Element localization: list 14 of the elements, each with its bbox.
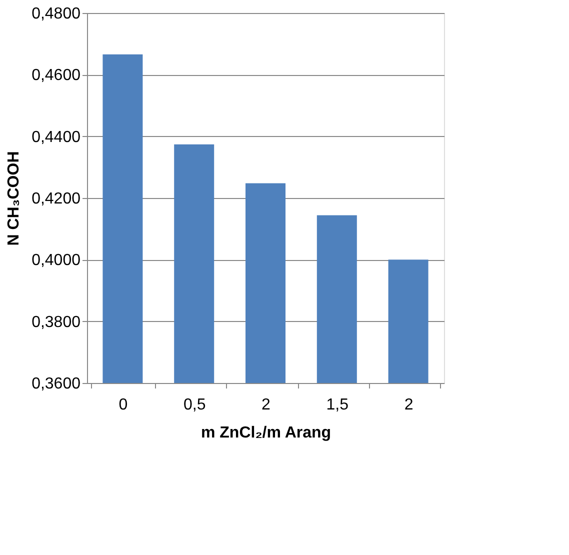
x-tick-label: 1,5 [326,396,349,414]
y-tick-label: 0,3800 [32,314,81,331]
x-tick-label: 2 [404,396,414,414]
y-tick-label: 0,4600 [32,67,81,84]
x-tick-label: 0,5 [183,396,206,414]
x-axis-title: m ZnCl₂/m Arang [200,424,332,442]
y-tick-label: 0,4000 [32,252,81,270]
y-tick-label: 0,3600 [32,376,81,392]
y-tick-label: 0,4200 [32,190,81,208]
x-tick-label: 0 [118,396,128,414]
y-tick-label: 0,4400 [32,128,81,146]
y-axis-title: N CH₃COOH [6,151,23,246]
y-tick-label: 0,4800 [32,6,81,22]
x-tick-label: 2 [262,396,271,414]
